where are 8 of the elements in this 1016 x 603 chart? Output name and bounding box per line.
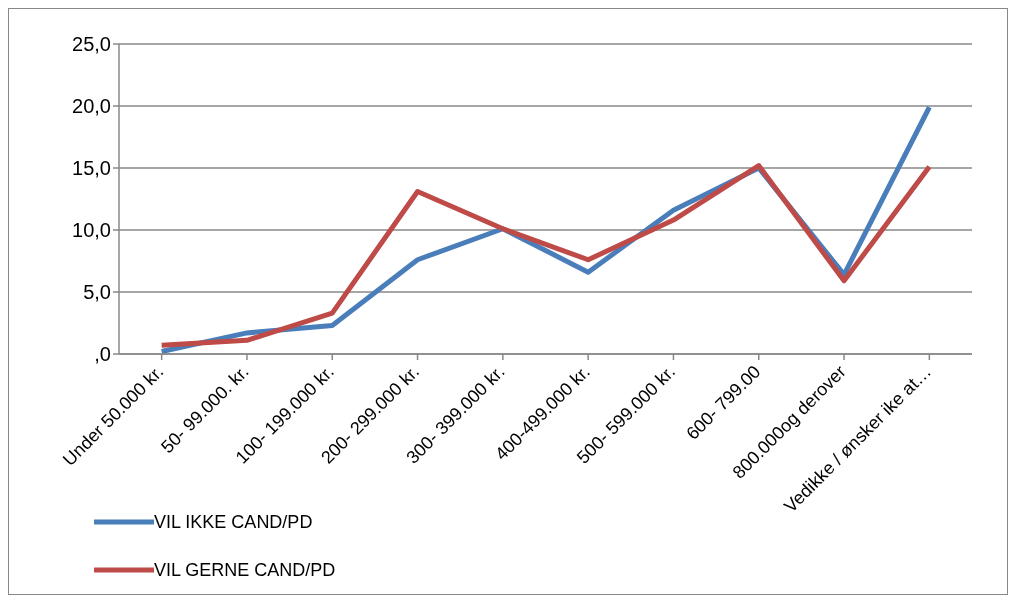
y-tick-label: 15,0: [72, 157, 111, 180]
legend-label: VIL GERNE CAND/PD: [154, 559, 336, 581]
y-tick-label: 10,0: [72, 219, 111, 242]
legend-label: VIL IKKE CAND/PD: [154, 511, 313, 533]
y-tick-label: 20,0: [72, 95, 111, 118]
y-tick-label: ,0: [94, 343, 111, 366]
y-tick-label: 5,0: [83, 281, 111, 304]
y-tick-label: 25,0: [72, 33, 111, 56]
